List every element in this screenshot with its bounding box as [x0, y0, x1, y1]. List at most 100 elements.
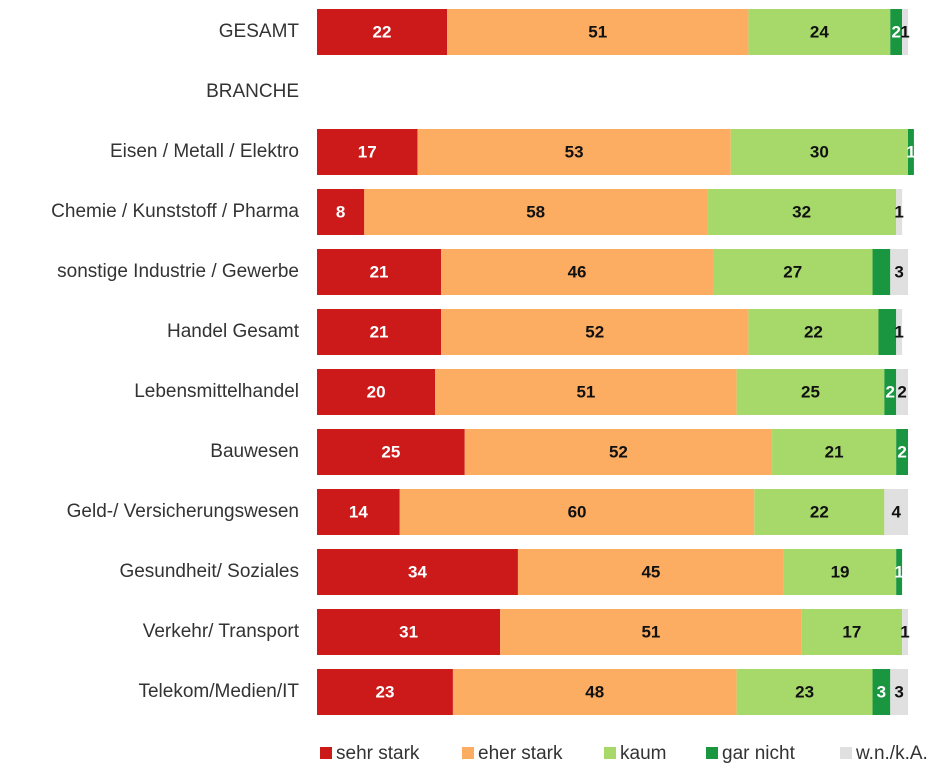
value-label: 19 [831, 562, 850, 581]
bar-segment [896, 309, 903, 355]
bar-segment [712, 249, 873, 295]
bar-segment [736, 669, 873, 715]
bar-segment [517, 549, 784, 595]
bar-segment [884, 489, 908, 535]
category-label: Chemie / Kunststoff / Pharma [51, 201, 299, 222]
category-label: Lebensmittelhandel [134, 381, 299, 402]
bar-segment [317, 9, 448, 55]
bar-segment [896, 369, 908, 415]
bar-segment [772, 429, 897, 475]
value-label: 2 [891, 22, 900, 41]
value-label: 51 [576, 382, 595, 401]
bar-segment [435, 369, 737, 415]
category-label: BRANCHE [206, 81, 299, 102]
category-label: sonstige Industrie / Gewerbe [57, 261, 299, 282]
value-label: 27 [783, 262, 802, 281]
value-label: 30 [810, 142, 829, 161]
bar-segment [447, 9, 749, 55]
bar-segment [707, 189, 897, 235]
value-label: 25 [801, 382, 820, 401]
bar-segment [399, 489, 755, 535]
legend-swatch [604, 747, 616, 759]
bar-segment [317, 309, 442, 355]
value-label: 25 [381, 442, 400, 461]
value-label: 58 [526, 202, 545, 221]
category-label: GESAMT [219, 21, 300, 42]
bar-segment [872, 249, 891, 295]
value-label: 21 [370, 262, 389, 281]
bar-segment [748, 309, 879, 355]
value-label: 51 [641, 622, 660, 641]
bar-segment [754, 489, 885, 535]
legend-swatch [320, 747, 332, 759]
value-label: 20 [367, 382, 386, 401]
value-label: 3 [894, 682, 903, 701]
value-label: 24 [810, 22, 829, 41]
value-label: 53 [565, 142, 584, 161]
value-label: 1 [900, 22, 909, 41]
bar-segment [441, 309, 749, 355]
legend-label: kaum [620, 743, 666, 764]
bar-segment [801, 609, 903, 655]
value-label: 3 [877, 682, 886, 701]
legend-swatch [840, 747, 852, 759]
value-label: 23 [376, 682, 395, 701]
bar-segment [500, 609, 802, 655]
bar-segment [748, 9, 891, 55]
bar-segment [317, 549, 518, 595]
legend-label: gar nicht [722, 743, 796, 764]
bar-segment [878, 309, 897, 355]
bar-segment [902, 9, 908, 55]
legend-label: eher stark [478, 743, 563, 764]
bar-segment [417, 129, 731, 175]
value-label: 46 [568, 262, 587, 281]
bar-segment [317, 129, 418, 175]
bar-segment [896, 189, 903, 235]
bar-segment [317, 369, 436, 415]
value-label: 1 [894, 202, 903, 221]
legend-label: w.n./k.A. [855, 743, 928, 764]
value-label: 52 [585, 322, 604, 341]
legend-swatch [462, 747, 474, 759]
category-label: Bauwesen [210, 441, 299, 462]
value-label: 1 [906, 142, 915, 161]
category-label: Geld-/ Versicherungswesen [67, 501, 299, 522]
bar-segment [317, 609, 501, 655]
value-label: 45 [641, 562, 660, 581]
value-label: 3 [894, 262, 903, 281]
value-label: 32 [792, 202, 811, 221]
bar-segment [890, 249, 908, 295]
bar-segment [452, 669, 737, 715]
bar-segment [364, 189, 708, 235]
category-label: Verkehr/ Transport [143, 621, 300, 642]
value-label: 17 [842, 622, 861, 641]
value-label: 60 [568, 502, 587, 521]
value-label: 21 [370, 322, 389, 341]
category-label: Gesundheit/ Soziales [119, 561, 299, 582]
bar-segment [908, 129, 914, 175]
bar-segment [317, 249, 442, 295]
value-label: 8 [336, 202, 345, 221]
bar-segment [317, 189, 365, 235]
value-label: 2 [897, 442, 906, 461]
bar-segment [896, 549, 903, 595]
value-label: 52 [609, 442, 628, 461]
bar-segment [317, 489, 400, 535]
bar-segment [317, 429, 465, 475]
value-label: 1 [900, 622, 909, 641]
value-label: 14 [349, 502, 368, 521]
bar-segment [872, 669, 891, 715]
value-label: 21 [825, 442, 844, 461]
bar-segment [902, 609, 908, 655]
bar-segment [896, 429, 908, 475]
category-label: Telekom/Medien/IT [138, 681, 299, 702]
value-label: 34 [408, 562, 427, 581]
bar-segment [736, 369, 885, 415]
value-label: 22 [373, 22, 392, 41]
value-label: 31 [399, 622, 418, 641]
value-label: 2 [886, 382, 895, 401]
value-label: 17 [358, 142, 377, 161]
bar-segment [730, 129, 908, 175]
value-label: 51 [588, 22, 607, 41]
